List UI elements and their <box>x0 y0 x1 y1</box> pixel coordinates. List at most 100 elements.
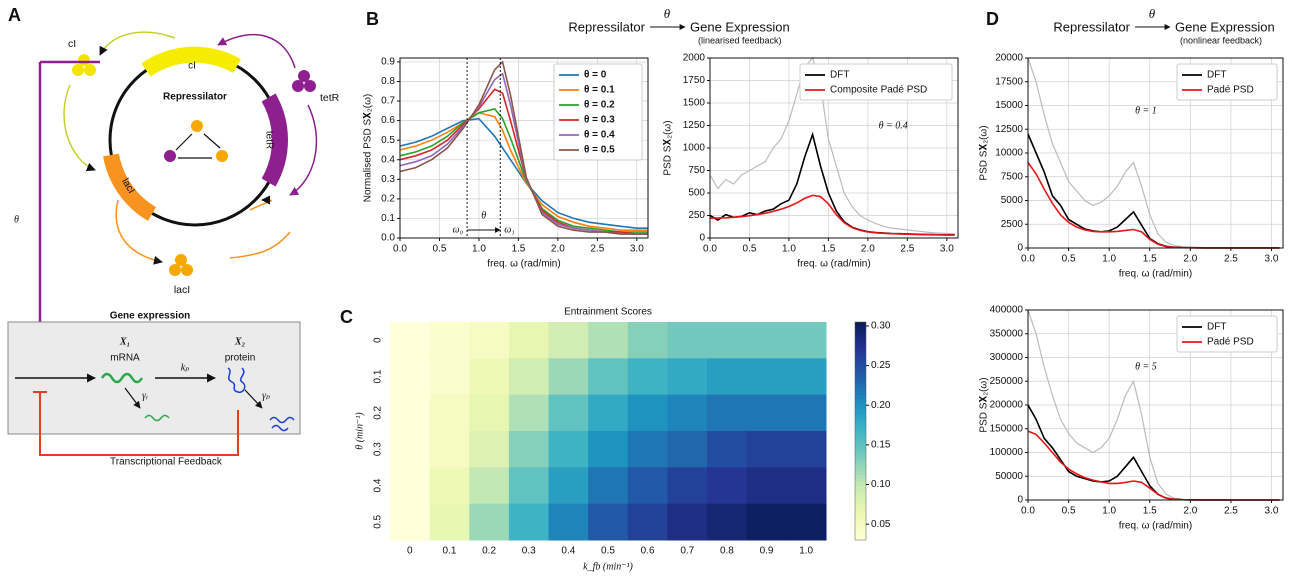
colorbar-step <box>855 474 866 479</box>
colorbar-step <box>855 463 866 468</box>
heat-cell <box>469 431 510 468</box>
heat-cell <box>707 358 748 396</box>
y-tick-label: 10000 <box>995 148 1023 159</box>
heat-cell <box>746 503 787 541</box>
colorbar-step <box>855 485 866 490</box>
colorbar-step <box>855 372 866 377</box>
legend-label: θ = 0.5 <box>584 145 615 156</box>
line-chart: 0.0 0.5 1.0 1.5 2.0 2.5 3.0 0 50000 100000 150000 2… <box>979 305 1284 532</box>
colorbar-step <box>855 369 866 374</box>
x-tick-label: 2.0 <box>551 244 565 255</box>
colorbar-step <box>855 496 866 501</box>
legend-label: θ = 0.4 <box>584 130 615 141</box>
colorbar-step <box>855 521 866 526</box>
y-tick-label: 0.2 <box>381 194 395 205</box>
y-tick-label: 0 <box>1017 243 1023 254</box>
colorbar-step <box>855 434 866 439</box>
ring-title: Repressilator <box>163 92 227 103</box>
colorbar-step <box>855 401 866 406</box>
annotation: θ = 1 <box>1135 105 1157 116</box>
legend-label: θ = 0.1 <box>584 85 615 96</box>
marker-label: ω₁ <box>504 224 515 235</box>
legend-box <box>1176 63 1278 101</box>
heat-cell <box>667 358 708 396</box>
x-tick-label: 2.5 <box>1224 254 1238 265</box>
colorbar-step <box>855 376 866 381</box>
heat-cell <box>786 394 827 432</box>
heat-cell <box>429 358 470 396</box>
colorbar-step <box>855 391 866 396</box>
species-label: protein <box>225 353 256 364</box>
heat-cell <box>667 467 708 505</box>
header: Repressilator θ Gene Expression (lineari… <box>568 6 1274 45</box>
x-tick-label: 2.0 <box>1183 254 1197 265</box>
y-tick-label: 0 <box>699 233 705 244</box>
heat-cell <box>786 358 827 396</box>
heat-cell <box>508 322 550 359</box>
colorbar-step <box>855 409 866 414</box>
colorbar-step <box>855 358 866 363</box>
x-tick-label: 1.5 <box>1143 506 1157 517</box>
panel-letter: D <box>986 9 999 29</box>
protein-ball <box>164 150 176 162</box>
heat-cell <box>429 322 470 359</box>
x-tick-label: 0.5 <box>1062 506 1076 517</box>
heat-cell <box>746 394 787 432</box>
colorbar-step <box>855 518 866 523</box>
heat-cell <box>746 322 787 359</box>
heat-cell <box>707 503 748 541</box>
colorbar-tick-label: 0.20 <box>871 400 891 411</box>
y-tick-label: 0.0 <box>381 233 395 244</box>
colorbar-step <box>855 431 866 436</box>
series-line <box>709 56 955 235</box>
heat-cell <box>786 322 827 359</box>
y-tick-label: 17500 <box>995 76 1023 87</box>
y-tick-label: 20000 <box>995 53 1023 64</box>
legend-label: DFT <box>1207 322 1226 333</box>
y-tick-label: 0.4 <box>381 154 395 165</box>
heat-cell <box>667 322 708 359</box>
x-tick-label: 0.0 <box>393 244 407 255</box>
colorbar-step <box>855 361 866 366</box>
heat-cell <box>548 358 589 396</box>
legend-box <box>553 63 643 161</box>
colorbar-step <box>855 492 866 497</box>
x-tick-label: 1.0 <box>472 244 486 255</box>
heat-cell <box>469 394 510 432</box>
colorbar-step <box>855 532 866 537</box>
heat-cell <box>469 503 510 541</box>
heat-cell <box>707 394 748 432</box>
line-chart: 0.0 0.5 1.0 1.5 2.0 2.5 3.0 0.0 0.1 0.2 0.3 0.4 0.5 0… <box>363 57 649 270</box>
header-over: θ <box>664 6 671 21</box>
colorbar-step <box>855 325 866 330</box>
y-tick-label: 0 <box>1017 495 1023 506</box>
x-tick-label: 3.0 <box>1265 254 1279 265</box>
marker-arrow-label: θ <box>481 210 486 221</box>
y-tick-label: 750 <box>688 165 705 176</box>
colorbar-step <box>855 536 866 541</box>
x-tick-label: 0.7 <box>680 546 694 557</box>
gene-laci <box>103 153 157 221</box>
colorbar-tick-label: 0.05 <box>871 519 891 530</box>
x-tick-label: 1.0 <box>1102 506 1116 517</box>
legend-label: Padé PSD <box>1207 337 1254 348</box>
colorbar-step <box>855 332 866 337</box>
y-tick-label: 0.9 <box>381 57 395 68</box>
x-tick-label: 2.0 <box>1183 506 1197 517</box>
series-line <box>399 108 648 233</box>
x-tick-label: 0.8 <box>720 546 734 557</box>
y-axis-label: PSD S𝐗₂(ω) <box>663 120 674 175</box>
marker-label: ω₀ <box>453 224 464 235</box>
x-tick-label: 0.0 <box>1021 506 1035 517</box>
x-axis-label: k_fb (min⁻¹) <box>583 561 633 572</box>
heat-cell <box>588 322 629 359</box>
header-note: (nonlinear feedback) <box>1180 35 1262 45</box>
colorbar-step <box>855 336 866 341</box>
colorbar-step <box>855 416 866 421</box>
header-right: Gene Expression <box>690 19 790 34</box>
header-right: Gene Expression <box>1175 19 1275 34</box>
heat-cell <box>508 467 550 505</box>
heat-cell <box>786 503 827 541</box>
x-axis-label: freq. ω (rad/min) <box>1119 269 1192 280</box>
colorbar-tick-label: 0.25 <box>871 360 891 371</box>
